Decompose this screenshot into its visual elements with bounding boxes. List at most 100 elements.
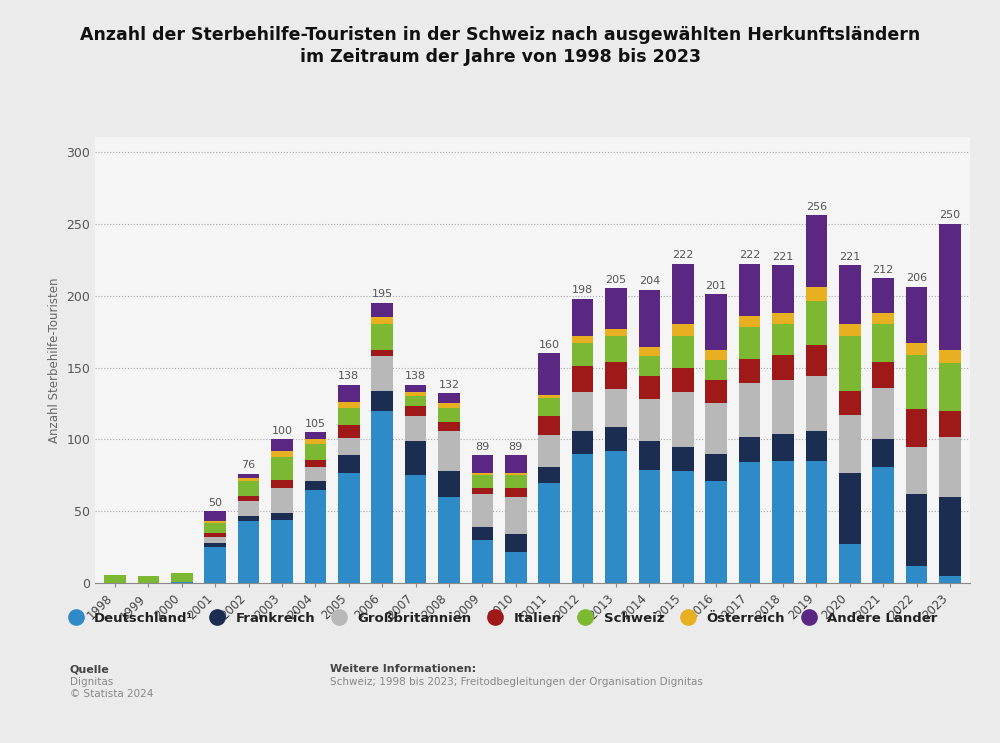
Bar [305, 444, 326, 460]
Bar [939, 576, 961, 583]
Bar [438, 497, 460, 583]
Bar [705, 380, 727, 403]
Bar [171, 573, 193, 582]
Bar [472, 528, 493, 540]
Bar [605, 288, 627, 328]
Bar [204, 523, 226, 533]
Bar [204, 537, 226, 543]
Bar [572, 431, 593, 454]
Bar [238, 478, 259, 481]
Bar [605, 362, 627, 389]
Text: 105: 105 [305, 418, 326, 429]
Bar [538, 395, 560, 398]
Bar [572, 366, 593, 392]
Text: 206: 206 [906, 273, 927, 283]
Bar [271, 457, 293, 480]
Bar [772, 380, 794, 434]
Bar [338, 408, 360, 425]
Bar [271, 513, 293, 520]
Bar [538, 467, 560, 483]
Bar [204, 522, 226, 523]
Bar [839, 325, 861, 336]
Bar [338, 438, 360, 455]
Bar [806, 376, 827, 431]
Bar [939, 411, 961, 437]
Bar [472, 494, 493, 528]
Text: 221: 221 [839, 252, 860, 262]
Text: Weitere Informationen:: Weitere Informationen: [330, 664, 476, 675]
Bar [872, 467, 894, 583]
Bar [438, 422, 460, 431]
Bar [772, 354, 794, 380]
Bar [605, 389, 627, 426]
Bar [572, 343, 593, 366]
Bar [305, 432, 326, 439]
Bar [271, 439, 293, 451]
Text: 256: 256 [806, 201, 827, 212]
Bar [572, 299, 593, 336]
Bar [204, 533, 226, 537]
Bar [839, 391, 861, 415]
Bar [338, 385, 360, 402]
Bar [538, 416, 560, 435]
Text: 50: 50 [208, 498, 222, 507]
Bar [371, 317, 393, 325]
Text: 204: 204 [639, 276, 660, 286]
Bar [305, 490, 326, 583]
Bar [839, 545, 861, 583]
Text: Quelle: Quelle [70, 664, 110, 675]
Text: 201: 201 [706, 281, 727, 291]
Text: 100: 100 [272, 426, 293, 436]
Text: 138: 138 [338, 372, 359, 381]
Bar [405, 385, 426, 392]
Bar [672, 336, 694, 368]
Bar [171, 582, 193, 583]
Bar [538, 353, 560, 395]
Bar [939, 224, 961, 350]
Bar [906, 494, 927, 566]
Bar [806, 461, 827, 583]
Bar [371, 325, 393, 350]
Bar [939, 350, 961, 363]
Text: Schweiz; 1998 bis 2023; Freitodbegleitungen der Organisation Dignitas: Schweiz; 1998 bis 2023; Freitodbegleitun… [330, 677, 703, 687]
Text: 250: 250 [939, 210, 961, 220]
Bar [104, 574, 126, 583]
Bar [739, 316, 760, 327]
Bar [672, 368, 694, 392]
Bar [639, 376, 660, 399]
Text: 89: 89 [475, 441, 490, 452]
Bar [204, 543, 226, 548]
Bar [705, 294, 727, 350]
Bar [806, 302, 827, 345]
Text: 222: 222 [672, 250, 693, 260]
Bar [605, 328, 627, 336]
Bar [605, 426, 627, 451]
Bar [438, 403, 460, 408]
Bar [505, 473, 527, 476]
Bar [705, 350, 727, 360]
Bar [238, 481, 259, 496]
Text: 221: 221 [772, 252, 794, 262]
Bar [238, 496, 259, 502]
Bar [405, 406, 426, 416]
Bar [371, 391, 393, 411]
Bar [204, 548, 226, 583]
Bar [572, 454, 593, 583]
Bar [138, 576, 159, 583]
Bar [739, 383, 760, 437]
Bar [705, 454, 727, 481]
Bar [872, 313, 894, 325]
Bar [639, 356, 660, 376]
Bar [772, 434, 794, 461]
Bar [505, 488, 527, 497]
Bar [338, 425, 360, 438]
Bar [639, 348, 660, 356]
Bar [906, 343, 927, 354]
Bar [772, 265, 794, 313]
Bar [739, 437, 760, 462]
Text: © Statista 2024: © Statista 2024 [70, 689, 153, 699]
Bar [305, 467, 326, 481]
Text: 195: 195 [372, 289, 393, 299]
Bar [371, 411, 393, 583]
Bar [438, 408, 460, 422]
